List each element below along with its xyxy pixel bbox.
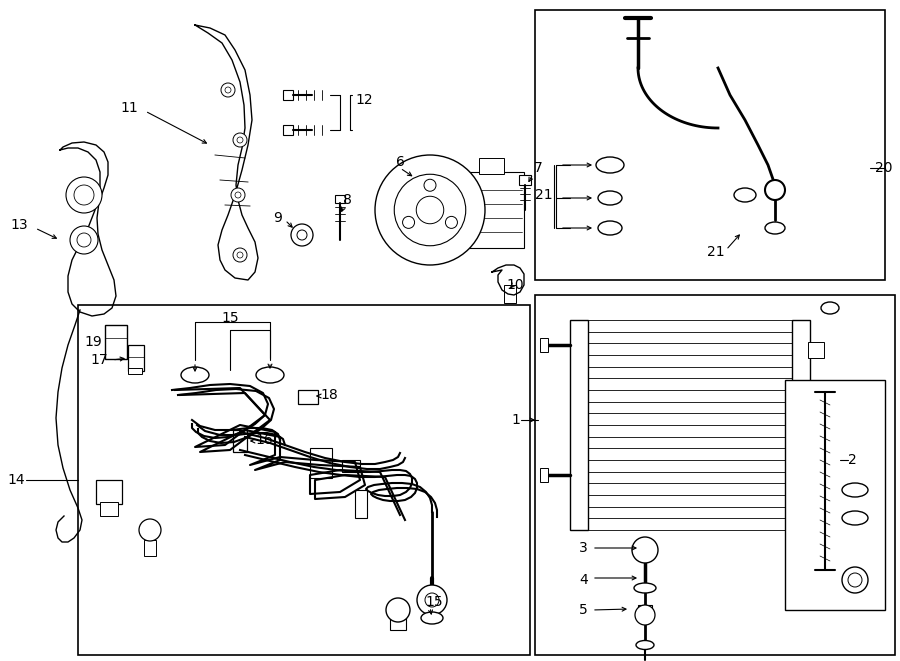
- Text: 21: 21: [707, 245, 724, 259]
- Text: 4: 4: [580, 573, 588, 587]
- Text: 10: 10: [506, 278, 524, 292]
- Text: 20: 20: [875, 161, 893, 175]
- Bar: [100, 502, 118, 516]
- Ellipse shape: [734, 188, 756, 202]
- Circle shape: [416, 196, 444, 224]
- Bar: [519, 175, 531, 185]
- Bar: [342, 460, 360, 472]
- Bar: [144, 540, 156, 556]
- Circle shape: [635, 605, 655, 625]
- Circle shape: [848, 573, 862, 587]
- Text: 17: 17: [90, 353, 108, 367]
- Bar: [535, 295, 895, 655]
- Circle shape: [765, 180, 785, 200]
- Text: 16: 16: [255, 433, 273, 447]
- Bar: [335, 195, 345, 203]
- Text: 8: 8: [343, 193, 351, 207]
- Text: 9: 9: [273, 211, 282, 225]
- Circle shape: [77, 233, 91, 247]
- Circle shape: [417, 585, 447, 615]
- Circle shape: [402, 216, 415, 228]
- Circle shape: [221, 83, 235, 97]
- Text: 3: 3: [580, 541, 588, 555]
- Circle shape: [386, 598, 410, 622]
- Bar: [283, 90, 293, 100]
- Text: 13: 13: [11, 218, 28, 232]
- Circle shape: [225, 87, 231, 93]
- Bar: [469, 172, 524, 248]
- Bar: [792, 320, 810, 530]
- Ellipse shape: [598, 221, 622, 235]
- Bar: [638, 605, 652, 613]
- Circle shape: [66, 177, 102, 213]
- Circle shape: [291, 224, 313, 246]
- Circle shape: [237, 137, 243, 143]
- Bar: [479, 158, 503, 174]
- Text: 1: 1: [511, 413, 520, 427]
- Text: 15: 15: [425, 595, 443, 609]
- Circle shape: [424, 179, 436, 191]
- Ellipse shape: [842, 483, 868, 497]
- Circle shape: [446, 216, 457, 228]
- Bar: [570, 320, 588, 530]
- Text: 21: 21: [536, 188, 553, 202]
- Bar: [128, 368, 142, 374]
- Circle shape: [74, 185, 94, 205]
- Bar: [535, 10, 885, 280]
- Text: 11: 11: [121, 101, 138, 115]
- Circle shape: [233, 248, 247, 262]
- Ellipse shape: [634, 583, 656, 593]
- Bar: [78, 305, 530, 655]
- Bar: [808, 342, 824, 358]
- Text: 15: 15: [221, 311, 239, 325]
- Bar: [504, 285, 516, 303]
- Bar: [233, 430, 247, 452]
- Circle shape: [425, 593, 439, 607]
- Circle shape: [231, 188, 245, 202]
- Circle shape: [394, 175, 466, 246]
- Bar: [96, 480, 122, 504]
- Bar: [298, 390, 318, 404]
- Bar: [540, 468, 548, 482]
- Ellipse shape: [256, 367, 284, 383]
- Bar: [105, 325, 127, 359]
- Bar: [390, 618, 406, 630]
- Bar: [808, 492, 824, 508]
- Ellipse shape: [636, 641, 654, 650]
- Circle shape: [235, 192, 241, 198]
- Text: 7: 7: [534, 161, 543, 175]
- Circle shape: [842, 567, 868, 593]
- Bar: [128, 345, 144, 371]
- Ellipse shape: [181, 367, 209, 383]
- Text: 14: 14: [7, 473, 25, 487]
- Circle shape: [297, 230, 307, 240]
- Bar: [808, 392, 824, 408]
- Bar: [540, 338, 548, 352]
- Bar: [355, 490, 367, 518]
- Ellipse shape: [421, 612, 443, 624]
- Text: 6: 6: [396, 155, 404, 169]
- Bar: [310, 448, 332, 478]
- Circle shape: [70, 226, 98, 254]
- Circle shape: [233, 133, 247, 147]
- Circle shape: [139, 519, 161, 541]
- Text: 19: 19: [85, 335, 102, 349]
- Ellipse shape: [842, 511, 868, 525]
- Text: 5: 5: [580, 603, 588, 617]
- Circle shape: [375, 155, 485, 265]
- Bar: [785, 380, 885, 610]
- Ellipse shape: [596, 157, 624, 173]
- Bar: [283, 125, 293, 135]
- Circle shape: [237, 252, 243, 258]
- Circle shape: [632, 537, 658, 563]
- Ellipse shape: [765, 222, 785, 234]
- Ellipse shape: [598, 191, 622, 205]
- Ellipse shape: [821, 302, 839, 314]
- Text: 2: 2: [848, 453, 857, 467]
- Text: 18: 18: [320, 388, 338, 402]
- Bar: [808, 442, 824, 458]
- Text: 12: 12: [355, 93, 373, 107]
